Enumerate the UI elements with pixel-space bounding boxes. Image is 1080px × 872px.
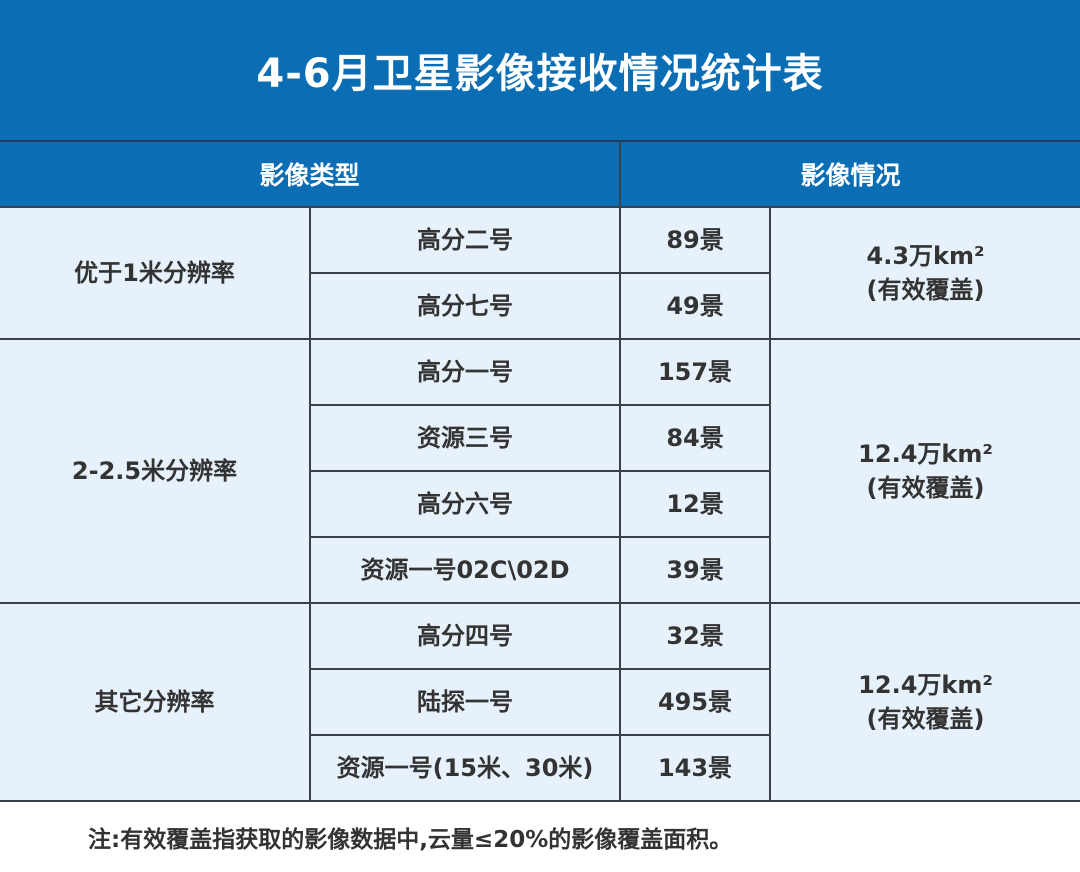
satellite-cell: 陆探一号	[310, 668, 622, 736]
satellite-cell: 高分二号	[308, 206, 622, 274]
table-title: 4-6月卫星影像接收情况统计表	[0, 0, 1080, 142]
count-cell: 12景	[619, 470, 771, 538]
category-cell: 2-2.5米分辨率	[0, 338, 311, 604]
satellite-cell: 资源一号(15米、30米)	[310, 734, 622, 802]
count-cell: 39景	[619, 536, 771, 604]
header-image-type: 影像类型	[0, 142, 622, 208]
satellite-cell: 高分一号	[308, 338, 622, 406]
count-cell: 49景	[619, 272, 771, 340]
count-cell: 32景	[619, 602, 772, 670]
coverage-cell: 12.4万km² (有效覆盖)	[769, 338, 1080, 604]
category-cell: 优于1米分辨率	[0, 206, 311, 340]
coverage-area: 12.4万km²	[858, 440, 993, 468]
table-row: 资源三号 84景	[0, 404, 1080, 472]
table-row: 2-2.5米分辨率 高分一号 157景 12.4万km² (有效覆盖)	[0, 338, 1080, 604]
footnote: 注:有效覆盖指获取的影像数据中,云量≤20%的影像覆盖面积。	[88, 827, 733, 853]
count-cell: 84景	[619, 404, 771, 472]
coverage-note: (有效覆盖)	[866, 276, 985, 304]
count-cell: 157景	[619, 338, 772, 406]
table-row: 高分六号 12景	[0, 470, 1080, 538]
table-row: 其它分辨率 高分四号 32景 12.4万km² (有效覆盖)	[0, 602, 1080, 802]
table-row: 资源一号(15米、30米) 143景	[0, 734, 1080, 802]
coverage-area: 12.4万km²	[858, 671, 993, 699]
table-row: 陆探一号 495景	[0, 668, 1080, 736]
statistics-table: 影像类型 影像情况 优于1米分辨率 高分二号 89景 4.3万km² (有效覆盖) 高分七…	[0, 142, 1080, 802]
header-row: 影像类型 影像情况	[0, 142, 1080, 208]
satellite-cell: 高分六号	[310, 470, 622, 538]
header-image-status: 影像情况	[619, 142, 1080, 208]
coverage-note: (有效覆盖)	[866, 474, 985, 502]
category-cell: 其它分辨率	[0, 602, 311, 802]
coverage-note: (有效覆盖)	[866, 705, 985, 733]
coverage-area: 4.3万km²	[866, 242, 985, 270]
count-cell: 89景	[619, 206, 772, 274]
coverage-cell: 12.4万km² (有效覆盖)	[769, 602, 1080, 802]
satellite-cell: 资源三号	[310, 404, 622, 472]
count-cell: 143景	[619, 734, 771, 802]
count-cell: 495景	[619, 668, 771, 736]
satellite-cell: 高分四号	[308, 602, 622, 670]
table-row: 优于1米分辨率 高分二号 89景 4.3万km² (有效覆盖)	[0, 206, 1080, 340]
satellite-cell: 资源一号02C\02D	[310, 536, 622, 604]
satellite-cell: 高分七号	[310, 272, 622, 340]
coverage-cell: 4.3万km² (有效覆盖)	[769, 206, 1080, 340]
table-row: 高分七号 49景	[0, 272, 1080, 340]
table-row: 资源一号02C\02D 39景	[0, 536, 1080, 604]
